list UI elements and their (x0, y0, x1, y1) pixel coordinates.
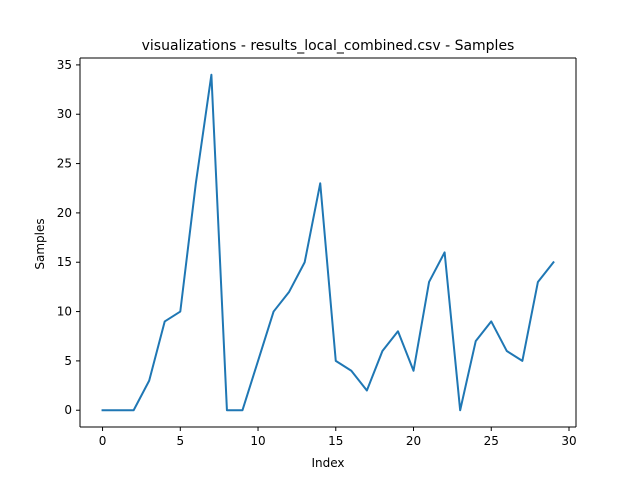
y-axis-ticks: 0 5 10 15 20 25 30 35 (57, 58, 80, 417)
y-tick-label: 5 (64, 354, 72, 368)
x-axis-ticks: 0 5 10 15 20 25 30 (99, 427, 577, 448)
x-tick-label: 0 (99, 434, 107, 448)
y-tick-label: 30 (57, 107, 72, 121)
y-tick-label: 15 (57, 255, 72, 269)
axes-frame (79, 57, 577, 428)
y-tick-label: 10 (57, 305, 72, 319)
x-axis-label: Index (311, 456, 344, 470)
x-tick-label: 30 (561, 434, 576, 448)
x-tick-label: 25 (484, 434, 499, 448)
x-tick-label: 5 (176, 434, 184, 448)
chart-title: visualizations - results_local_combined.… (142, 38, 515, 54)
y-tick-label: 20 (57, 206, 72, 220)
series-layer (101, 73, 555, 412)
x-tick-label: 15 (328, 434, 343, 448)
series-line-0 (101, 73, 555, 412)
x-tick-label: 20 (406, 434, 421, 448)
y-tick-label: 25 (57, 157, 72, 171)
y-tick-label: 35 (57, 58, 72, 72)
y-axis-label: Samples (33, 218, 47, 269)
plot-area (80, 58, 576, 427)
x-tick-label: 10 (250, 434, 265, 448)
y-tick-label: 0 (64, 403, 72, 417)
plot-background (80, 58, 576, 427)
